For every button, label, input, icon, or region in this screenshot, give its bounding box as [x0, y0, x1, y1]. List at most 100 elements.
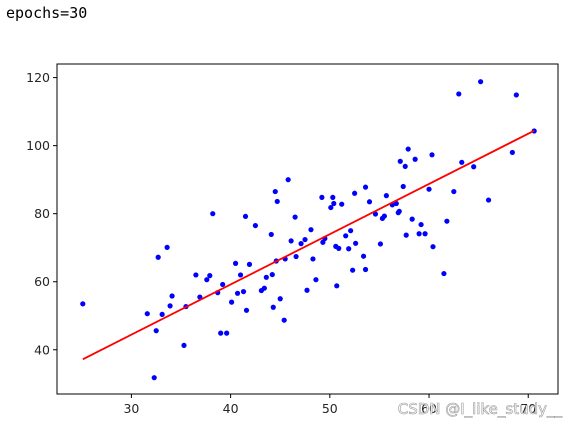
data-point — [405, 146, 411, 152]
csdn-watermark: CSDN @I_like_study__ — [398, 400, 563, 419]
data-point — [277, 296, 283, 302]
y-tick-label: 40 — [34, 342, 50, 357]
data-point — [243, 307, 250, 313]
data-point — [352, 190, 358, 196]
y-tick-label: 120 — [26, 70, 50, 85]
data-point — [362, 184, 369, 190]
x-tick-label: 60 — [421, 401, 437, 416]
data-point — [441, 270, 447, 277]
data-point — [153, 328, 159, 334]
data-point — [396, 208, 402, 214]
data-point — [281, 317, 287, 323]
data-point — [328, 204, 334, 211]
data-point — [400, 183, 406, 190]
data-point — [197, 294, 203, 300]
data-point — [377, 241, 384, 247]
data-point — [451, 188, 457, 195]
data-point — [164, 244, 170, 250]
data-point — [418, 221, 424, 228]
data-point — [232, 260, 239, 266]
data-point — [144, 311, 150, 317]
data-point — [159, 311, 165, 317]
data-point — [353, 240, 359, 246]
data-point — [292, 214, 298, 220]
x-axis: 30 40 50 60 70 — [123, 394, 536, 416]
y-tick-label: 100 — [26, 138, 50, 153]
y-tick-label: 80 — [34, 206, 50, 221]
data-point — [268, 231, 274, 238]
data-point — [229, 299, 235, 305]
data-point — [224, 330, 230, 336]
output-text: epochs=30 — [6, 4, 88, 22]
data-point — [210, 211, 216, 217]
data-point — [509, 149, 515, 156]
data-point — [204, 277, 210, 283]
plot-marks — [80, 79, 537, 381]
data-point — [339, 201, 345, 207]
data-point — [412, 156, 418, 162]
data-point — [288, 238, 294, 244]
x-tick-label: 40 — [223, 401, 239, 416]
data-point — [304, 287, 310, 293]
data-point — [237, 272, 244, 278]
data-point — [234, 290, 241, 296]
data-point — [246, 261, 253, 267]
data-point — [270, 304, 276, 310]
data-point — [360, 253, 367, 259]
data-point — [422, 231, 428, 237]
data-point — [193, 272, 199, 278]
axes-frame — [56, 63, 559, 395]
data-point — [242, 213, 249, 220]
data-point — [293, 253, 299, 260]
data-point — [240, 288, 247, 295]
x-tick-label: 70 — [520, 401, 536, 416]
data-point — [346, 246, 352, 252]
data-point — [218, 330, 224, 336]
data-point — [272, 188, 278, 195]
y-tick-label: 60 — [34, 274, 50, 289]
data-point — [336, 245, 342, 251]
data-point — [397, 158, 403, 164]
data-point — [285, 177, 291, 183]
data-point — [269, 271, 275, 278]
y-axis: 40 60 80 100 120 — [26, 70, 57, 357]
regression-line — [82, 129, 535, 361]
data-point — [409, 216, 415, 222]
x-tick-label: 30 — [123, 401, 139, 416]
data-point — [207, 273, 213, 279]
data-point — [151, 375, 157, 381]
data-point — [444, 218, 450, 224]
data-point — [459, 159, 465, 165]
data-point — [366, 199, 373, 205]
data-point — [334, 283, 340, 289]
data-point — [430, 244, 436, 250]
data-point — [319, 194, 325, 200]
data-point — [263, 274, 269, 280]
data-point — [471, 164, 477, 170]
data-point — [308, 227, 314, 233]
data-point — [298, 241, 304, 247]
data-point — [403, 232, 409, 238]
data-point — [416, 231, 422, 237]
data-point — [169, 293, 175, 299]
data-point — [155, 254, 161, 260]
data-point — [383, 193, 389, 199]
data-point — [261, 285, 267, 291]
data-point — [362, 266, 369, 273]
data-point — [302, 236, 308, 243]
data-point — [429, 152, 435, 158]
data-point — [167, 303, 173, 309]
data-point — [80, 301, 86, 307]
data-point — [402, 163, 408, 170]
data-point — [274, 198, 280, 205]
data-point — [330, 194, 336, 200]
data-point — [350, 267, 356, 273]
data-point — [310, 256, 316, 262]
data-point — [485, 197, 492, 203]
data-point — [513, 92, 519, 98]
x-tick-label: 50 — [322, 401, 338, 416]
data-point — [313, 277, 319, 283]
data-point — [456, 91, 462, 97]
data-point — [426, 186, 432, 192]
